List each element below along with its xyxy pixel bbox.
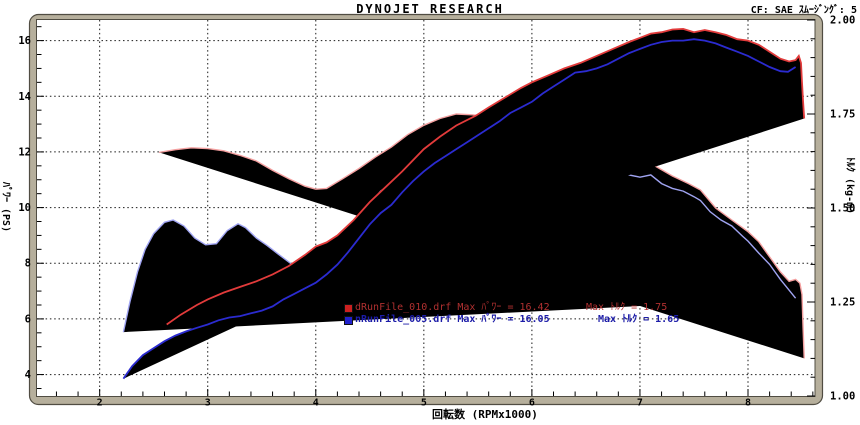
curve-nrunfile-005-drf-power (122, 38, 797, 380)
x-tick-label: 6 (529, 398, 535, 409)
y-left-tick-label: 6 (25, 313, 31, 325)
tick-labels: 2 3 4 5 6 7 8 4 6 8 10 12 14 16 2.00 1.75 1.50 1.25 1.00 (18, 15, 855, 409)
left-axis-title: ﾊﾟﾜｰ (PS) (0, 182, 11, 233)
legend-run2-torque-text: Max ﾄﾙｸ = 1.65 (598, 314, 680, 325)
tick-marks (37, 19, 815, 397)
y-right-tick-label: 1.75 (830, 109, 855, 121)
correction-smoothing-label: CF: SAE ｽﾑｰｼﾞﾝｸﾞ: 5 (750, 5, 857, 16)
legend-run2-power-text: nRunFile_005.drf Max ﾊﾟﾜｰ = 16.05 (355, 314, 550, 325)
legend-swatch-run2 (344, 316, 353, 325)
legend-row-run2[interactable]: nRunFile_005.drf Max ﾊﾟﾜｰ = 16.05 Max ﾄﾙ… (0, 314, 860, 326)
x-tick-label: 5 (421, 398, 427, 409)
y-right-tick-label: 1.25 (830, 297, 855, 309)
legend-run1-torque-text: Max ﾄﾙｸ = 1.75 (586, 302, 668, 313)
x-axis-title: 回転数 (RPMx1000) (432, 408, 538, 421)
y-right-tick-label: 1.50 (830, 203, 855, 215)
x-tick-label: 4 (313, 398, 319, 409)
x-tick-label: 8 (745, 398, 751, 409)
right-axis-title: ﾄﾙｸ (kg-m) (844, 157, 855, 215)
x-tick-label: 7 (637, 398, 643, 409)
legend-run1-power-text: dRunFile_010.drf Max ﾊﾟﾜｰ = 16.42 (355, 302, 550, 313)
y-right-tick-label: 2.00 (830, 15, 855, 27)
y-left-tick-label: 12 (18, 146, 31, 158)
y-left-tick-label: 10 (18, 202, 31, 214)
legend-swatch-run1 (344, 304, 353, 313)
y-right-tick-label: 1.00 (830, 391, 855, 403)
x-tick-label: 2 (97, 398, 103, 409)
y-left-tick-label: 8 (25, 258, 31, 270)
y-left-tick-label: 16 (18, 35, 31, 47)
legend-row-run1[interactable]: dRunFile_010.drf Max ﾊﾟﾜｰ = 16.42 Max ﾄﾙ… (0, 302, 860, 314)
page-title: DYNOJET RESEARCH (356, 2, 504, 16)
y-left-tick-label: 4 (25, 369, 31, 381)
y-left-tick-label: 14 (18, 91, 31, 103)
x-tick-label: 3 (205, 398, 211, 409)
